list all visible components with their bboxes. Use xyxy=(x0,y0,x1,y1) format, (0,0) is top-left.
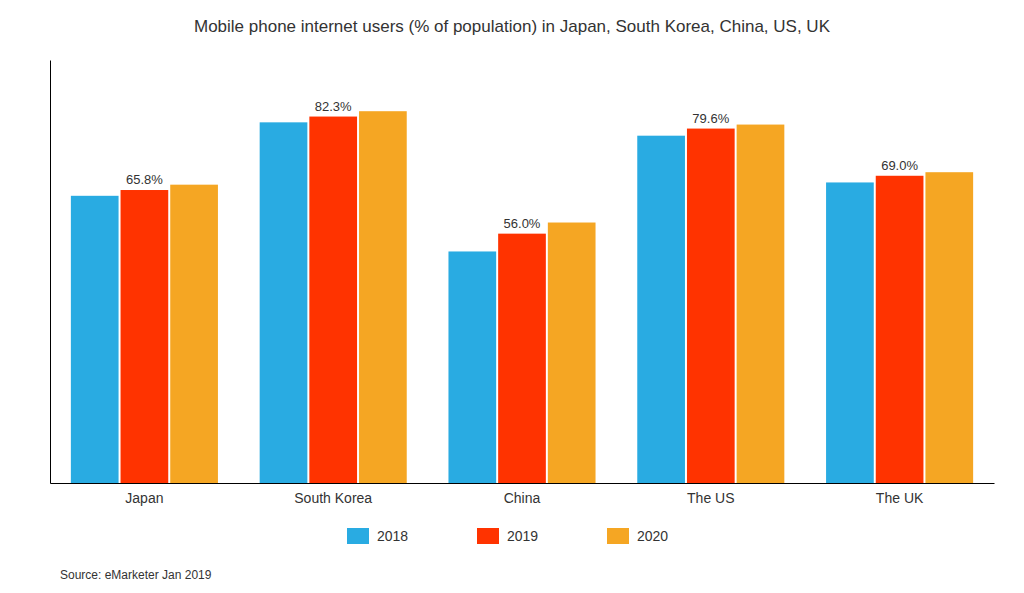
x-axis-line xyxy=(51,483,995,484)
x-tick-label: China xyxy=(504,490,541,506)
x-tick: Japan xyxy=(125,490,163,506)
legend-label: 2019 xyxy=(507,528,538,544)
bar xyxy=(637,136,685,483)
bar xyxy=(687,129,735,483)
series xyxy=(170,111,973,483)
x-tick-label: South Korea xyxy=(294,490,372,506)
x-axis: Japan South Korea China The US The UK xyxy=(51,484,995,506)
x-tick-label: Japan xyxy=(125,490,163,506)
series xyxy=(71,122,874,483)
data-labels: 65.8% 82.3% 56.0% 79.6% 69.0% xyxy=(126,99,919,231)
bar xyxy=(359,111,407,483)
legend-label: 2020 xyxy=(637,528,668,544)
bar xyxy=(170,185,218,483)
legend-swatch xyxy=(477,528,499,544)
bar xyxy=(737,125,785,483)
y-axis xyxy=(50,61,51,484)
bar xyxy=(498,234,546,483)
data-label: 79.6% xyxy=(692,111,729,126)
x-tick: The UK xyxy=(876,490,924,506)
bar xyxy=(876,176,924,483)
bar xyxy=(548,223,596,483)
x-tick-label: The US xyxy=(687,490,734,506)
x-tick: South Korea xyxy=(294,490,372,506)
data-label: 82.3% xyxy=(315,99,352,114)
legend: 2018 2019 2020 xyxy=(347,528,668,544)
annotation: Source: eMarketer Jan 2019 xyxy=(60,568,212,582)
series xyxy=(121,117,924,483)
data-label: 65.8% xyxy=(126,172,163,187)
plot: 65.8% 82.3% 56.0% 79.6% 69.0% Japan South Kore… xyxy=(51,61,995,506)
x-tick: China xyxy=(504,490,541,506)
y-axis-line xyxy=(50,61,51,484)
bar xyxy=(260,122,308,483)
legend-swatch xyxy=(607,528,629,544)
bar xyxy=(826,182,874,483)
bars xyxy=(71,111,973,483)
bar xyxy=(71,196,119,483)
data-label: 56.0% xyxy=(504,216,541,231)
chart: 65.8% 82.3% 56.0% 79.6% 69.0% Japan South Kore… xyxy=(0,0,1024,593)
x-tick: The US xyxy=(687,490,734,506)
bar xyxy=(121,190,169,483)
data-label: 69.0% xyxy=(881,158,918,173)
legend-item: 2020 xyxy=(607,528,668,544)
legend-item: 2018 xyxy=(347,528,408,544)
bar xyxy=(309,117,357,483)
title: Mobile phone internet users (% of popula… xyxy=(194,17,831,36)
x-tick-label: The UK xyxy=(876,490,924,506)
bar xyxy=(448,251,496,483)
legend-label: 2018 xyxy=(377,528,408,544)
bar xyxy=(925,172,973,483)
legend-item: 2019 xyxy=(477,528,538,544)
legend-swatch xyxy=(347,528,369,544)
